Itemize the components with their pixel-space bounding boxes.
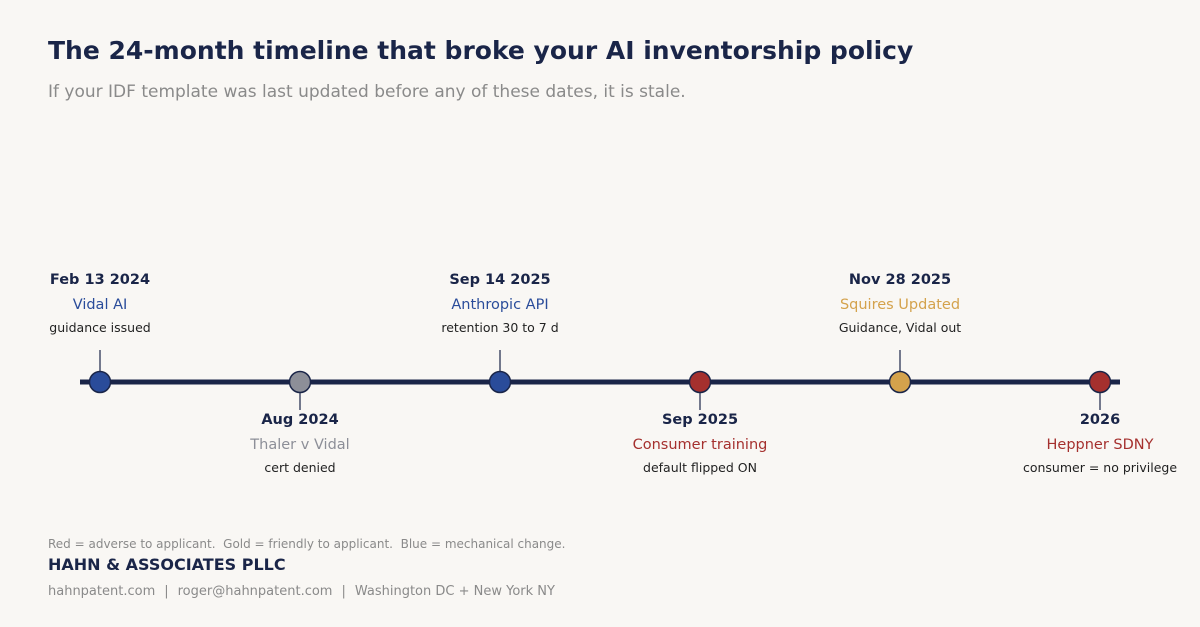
contact-separator: | (332, 584, 354, 599)
firm-name: HAHN & ASSOCIATES PLLC (48, 555, 286, 574)
contact-line: hahnpatent.com|roger@hahnpatent.com|Wash… (48, 584, 555, 599)
event-marker[interactable] (490, 372, 511, 393)
event-date: Sep 14 2025 (449, 272, 550, 288)
website-link[interactable]: hahnpatent.com (48, 584, 155, 599)
email-link[interactable]: roger@hahnpatent.com (178, 584, 333, 599)
event-name: Heppner SDNY (1047, 437, 1154, 453)
event-date: Aug 2024 (261, 412, 338, 428)
event-marker[interactable] (1090, 372, 1111, 393)
event-name: Thaler v Vidal (249, 437, 349, 453)
event-date: Feb 13 2024 (50, 272, 150, 288)
event-marker[interactable] (90, 372, 111, 393)
event-detail: Guidance, Vidal out (839, 320, 961, 335)
event-marker[interactable] (690, 372, 711, 393)
event-date: Sep 2025 (662, 412, 738, 428)
event-detail: guidance issued (49, 320, 150, 335)
event-detail: cert denied (264, 460, 335, 475)
event-date: Nov 28 2025 (849, 272, 951, 288)
event-name: Vidal AI (73, 297, 128, 313)
event-detail: retention 30 to 7 d (441, 320, 558, 335)
event-detail: consumer = no privilege (1023, 460, 1177, 475)
contact-separator: | (155, 584, 177, 599)
location-text: Washington DC + New York NY (355, 584, 555, 599)
event-detail: default flipped ON (643, 460, 757, 475)
event-name: Anthropic API (451, 297, 548, 313)
event-name: Squires Updated (840, 297, 960, 313)
event-date: 2026 (1080, 412, 1120, 428)
event-marker[interactable] (890, 372, 911, 393)
color-legend: Red = adverse to applicant. Gold = frien… (48, 537, 565, 551)
event-marker[interactable] (290, 372, 311, 393)
event-name: Consumer training (633, 437, 768, 453)
